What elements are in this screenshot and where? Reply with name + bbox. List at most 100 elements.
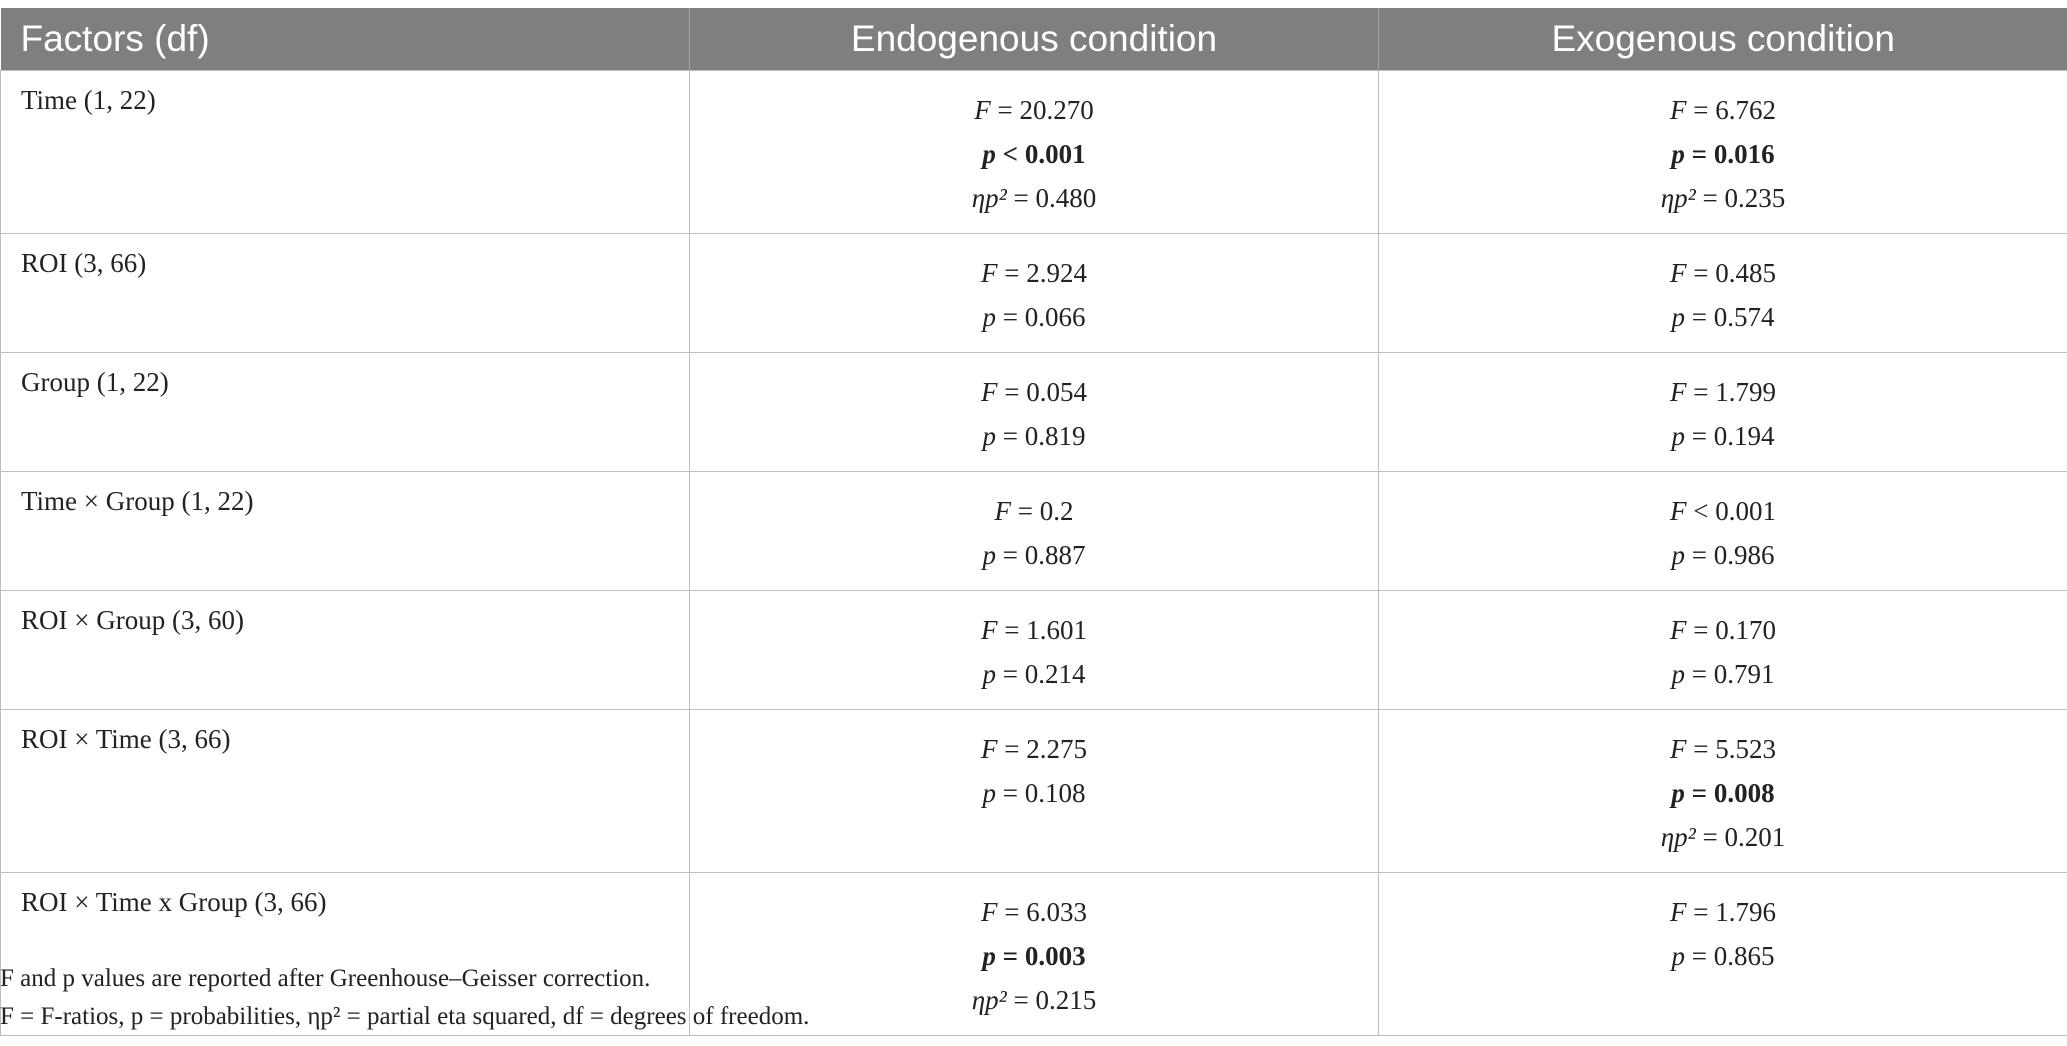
stat-line: p = 0.066 [690,292,1378,342]
factor-cell: ROI × Time (3, 66) [0,709,690,873]
stat-operator: = [1006,985,1036,1015]
stat-operator: = [996,540,1025,570]
stat-line: F = 0.054 [690,367,1378,417]
stat-line: F = 6.762 [1379,85,2067,135]
stat-value: 0.791 [1713,659,1775,689]
stat-symbol: F [981,734,998,764]
stat-line: ηp² = 0.235 [1379,173,2067,223]
stat-value: 0.016 [1713,139,1775,169]
stat-value: 0.008 [1713,778,1775,808]
stat-line: p = 0.008 [1379,768,2067,818]
exogenous-cell: F = 1.799 p = 0.194 [1378,352,2067,472]
stat-symbol: F [1670,258,1687,288]
stat-line: F = 1.799 [1379,367,2067,417]
endogenous-cell: F = 2.275 p = 0.108 [689,709,1379,873]
stat-symbol: p [982,778,997,808]
stat-line: ηp² = 0.215 [690,975,1378,1025]
stat-operator: = [997,897,1027,927]
stat-value: 6.033 [1026,897,1087,927]
stats-table-container: Factors (df) Endogenous condition Exogen… [0,8,2067,1036]
endogenous-cell: F = 0.054 p = 0.819 [689,352,1379,472]
stat-value: 0.819 [1024,421,1086,451]
table-row: Group (1, 22) F = 0.054 p = 0.819 F = 1.799… [0,352,2067,472]
stat-symbol: F [1670,496,1687,526]
stat-symbol: p [982,139,996,169]
stat-line: ηp² = 0.201 [1379,812,2067,862]
stat-symbol: p [982,540,997,570]
stat-operator: = [1685,421,1714,451]
stat-line: p = 0.887 [690,530,1378,580]
stat-operator: = [1686,258,1716,288]
stat-operator: < [1686,496,1716,526]
stat-value: 0.235 [1724,183,1786,213]
endogenous-cell: F = 2.924 p = 0.066 [689,233,1379,353]
footnote-correction: F and p values are reported after Greenh… [0,965,651,992]
stat-operator: = [996,302,1025,332]
stat-value: 0.108 [1024,778,1086,808]
stat-line: ηp² = 0.480 [690,173,1378,223]
stat-operator: = [997,258,1027,288]
exogenous-cell: F = 0.485 p = 0.574 [1378,233,2067,353]
stat-symbol: F [1670,95,1687,125]
stat-line: p = 0.194 [1379,411,2067,461]
stat-operator: < [995,139,1025,169]
stat-symbol: p [982,302,997,332]
stat-symbol: p [982,659,997,689]
factor-cell: ROI × Time x Group (3, 66) [0,872,690,1036]
stat-line: p = 0.791 [1379,649,2067,699]
exogenous-cell: F = 5.523 p = 0.008 ηp² = 0.201 [1378,709,2067,873]
stat-line: p = 0.108 [690,768,1378,818]
stat-value: 0.214 [1024,659,1086,689]
stat-line: F = 1.601 [690,605,1378,655]
stat-operator: = [996,421,1025,451]
stat-symbol: p [982,421,997,451]
table-footnotes: F and p values are reported after Greenh… [0,960,809,1036]
stat-value: 1.796 [1715,897,1776,927]
exogenous-cell: F < 0.001 p = 0.986 [1378,471,2067,591]
stat-line: p = 0.819 [690,411,1378,461]
stat-symbol: F [974,95,991,125]
stat-symbol: F [1670,734,1687,764]
stat-symbol: F [981,897,998,927]
stat-operator: = [1686,734,1716,764]
stat-operator: = [1006,183,1036,213]
stat-value: 0.194 [1713,421,1775,451]
anova-results-table: Factors (df) Endogenous condition Exogen… [0,8,2067,1036]
stat-line: p = 0.214 [690,649,1378,699]
stat-symbol: F [981,615,998,645]
stat-line: p = 0.016 [1379,129,2067,179]
endogenous-cell: F = 20.270 p < 0.001 ηp² = 0.480 [689,70,1379,234]
stat-value: 0.066 [1024,302,1086,332]
stat-symbol: p [1671,421,1686,451]
exogenous-cell: F = 6.762 p = 0.016 ηp² = 0.235 [1378,70,2067,234]
endogenous-cell: F = 1.601 p = 0.214 [689,590,1379,710]
stat-operator: = [1686,95,1716,125]
stat-value: 0.574 [1713,302,1775,332]
stat-symbol: ηp² [1660,822,1696,852]
stat-operator: = [997,734,1027,764]
stat-value: 20.270 [1019,95,1094,125]
stat-value: 0.485 [1715,258,1776,288]
stat-symbol: F [1670,377,1687,407]
stat-value: 2.275 [1026,734,1087,764]
exogenous-cell: F = 1.796 p = 0.865 [1378,872,2067,1036]
stat-symbol: F [981,258,998,288]
footnote-abbreviations: F = F-ratios, p = probabilities, ηp² = p… [0,1003,810,1030]
stat-symbol: p [1671,540,1686,570]
stat-operator: = [1695,822,1725,852]
stat-line: F = 20.270 [690,85,1378,135]
stat-value: 0.887 [1024,540,1086,570]
stat-operator: = [997,377,1027,407]
endogenous-cell: F = 0.2 p = 0.887 [689,471,1379,591]
stat-symbol: p [982,941,996,971]
stat-operator: = [1011,496,1040,526]
stat-line: F = 1.796 [1379,887,2067,937]
stat-operator: = [1685,540,1714,570]
stat-operator: = [1685,302,1714,332]
stat-value: 0.001 [1024,139,1086,169]
stat-symbol: F [981,377,998,407]
stat-line: F = 0.485 [1379,248,2067,298]
stat-value: 5.523 [1715,734,1776,764]
stat-line: F = 6.033 [690,887,1378,937]
stat-symbol: p [1671,139,1685,169]
